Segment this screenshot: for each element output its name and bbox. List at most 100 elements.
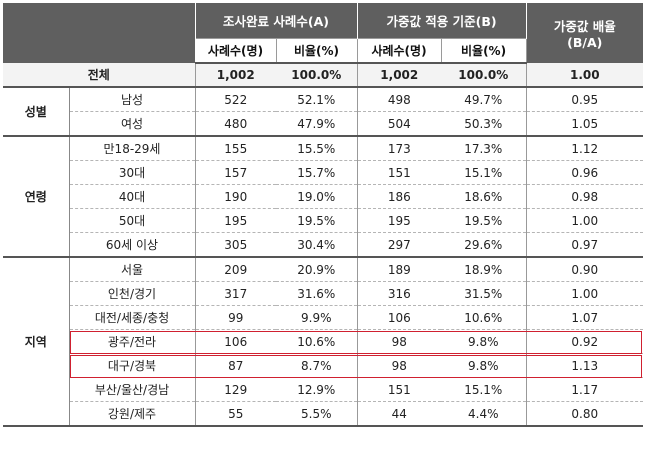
weight-pct: 15.1% bbox=[441, 160, 527, 185]
survey-cases: 157 bbox=[194, 160, 276, 185]
weight-pct: 50.3% bbox=[441, 111, 527, 137]
weight-pct: 4.4% bbox=[441, 401, 527, 427]
weight-cases: 195 bbox=[356, 208, 442, 233]
weight-cases: 316 bbox=[356, 281, 442, 306]
weight-ratio: 0.95 bbox=[525, 87, 644, 112]
table-row: 대구/경북 87 8.7% 98 9.8% 1.13 bbox=[3, 353, 644, 378]
table-row: 연령 만18-29세 155 15.5% 173 17.3% 1.12 bbox=[3, 136, 644, 258]
weight-ratio: 1.13 bbox=[525, 353, 644, 378]
weight-cases: 498 bbox=[356, 87, 442, 112]
survey-cases: 317 bbox=[194, 281, 276, 306]
row-label: 60세 이상 bbox=[69, 232, 195, 258]
weight-cases: 297 bbox=[356, 232, 442, 258]
total-label: 전체 bbox=[3, 63, 195, 88]
survey-cases: 522 bbox=[194, 87, 276, 112]
group-label: 연령 bbox=[3, 136, 70, 258]
survey-cases: 106 bbox=[194, 329, 276, 354]
survey-cases: 195 bbox=[194, 208, 276, 233]
table-row: 60세 이상 305 30.4% 297 29.6% 0.97 bbox=[3, 232, 644, 258]
row-label: 대구/경북 bbox=[69, 353, 195, 378]
weight-ratio: 1.00 bbox=[525, 208, 644, 233]
total-weight-pct: 100.0% bbox=[441, 63, 527, 88]
weight-pct: 31.5% bbox=[441, 281, 527, 306]
weight-cases: 173 bbox=[356, 136, 442, 161]
survey-pct: 15.5% bbox=[276, 136, 358, 161]
weight-pct: 49.7% bbox=[441, 87, 527, 112]
weight-pct: 9.8% bbox=[441, 353, 527, 378]
weight-cases-header: 사례수(명) bbox=[356, 38, 442, 64]
weight-ratio: 1.00 bbox=[525, 281, 644, 306]
weight-pct: 19.5% bbox=[441, 208, 527, 233]
table-row: 지역 서울 209 20.9% 189 18.9% 0.90 bbox=[3, 257, 644, 427]
weight-cases: 151 bbox=[356, 377, 442, 402]
weight-pct: 18.9% bbox=[441, 257, 527, 282]
survey-cases: 155 bbox=[194, 136, 276, 161]
survey-cases: 209 bbox=[194, 257, 276, 282]
ratio-header: 가중값 배율 (B/A) bbox=[526, 3, 644, 63]
row-label: 강원/제주 bbox=[69, 401, 195, 427]
weight-cases: 106 bbox=[356, 305, 442, 330]
row-label: 인천/경기 bbox=[69, 281, 195, 306]
survey-cases-header: 사례수(명) bbox=[194, 38, 277, 64]
weight-pct-header: 비율(%) bbox=[440, 38, 527, 64]
row-label: 50대 bbox=[69, 208, 195, 233]
table-row: 여성 480 47.9% 504 50.3% 1.05 bbox=[3, 111, 644, 137]
row-label: 만18-29세 bbox=[69, 136, 195, 161]
row-label: 30대 bbox=[69, 160, 195, 185]
weight-cases: 186 bbox=[356, 184, 442, 209]
table-row: 인천/경기 317 31.6% 316 31.5% 1.00 bbox=[3, 281, 644, 306]
survey-pct: 19.0% bbox=[276, 184, 358, 209]
table-row: 대전/세종/충청 99 9.9% 106 10.6% 1.07 bbox=[3, 305, 644, 330]
survey-cases: 480 bbox=[194, 111, 276, 137]
group-label: 성별 bbox=[3, 87, 70, 137]
survey-pct: 19.5% bbox=[276, 208, 358, 233]
survey-pct: 12.9% bbox=[276, 377, 358, 402]
weight-pct: 29.6% bbox=[441, 232, 527, 258]
row-label: 40대 bbox=[69, 184, 195, 209]
weight-ratio: 0.96 bbox=[525, 160, 644, 185]
row-label: 남성 bbox=[69, 87, 195, 112]
ratio-header-formula: (B/A) bbox=[567, 35, 603, 50]
weight-ratio: 0.98 bbox=[525, 184, 644, 209]
survey-cases: 99 bbox=[194, 305, 276, 330]
survey-cases: 190 bbox=[194, 184, 276, 209]
weight-ratio: 1.05 bbox=[525, 111, 644, 137]
row-label: 대전/세종/충청 bbox=[69, 305, 195, 330]
total-survey-pct: 100.0% bbox=[276, 63, 358, 88]
survey-pct: 52.1% bbox=[276, 87, 358, 112]
survey-pct: 20.9% bbox=[276, 257, 358, 282]
weight-pct: 9.8% bbox=[441, 329, 527, 354]
corner-header bbox=[3, 3, 196, 63]
weight-cases: 98 bbox=[356, 329, 442, 354]
table-row: 강원/제주 55 5.5% 44 4.4% 0.80 bbox=[3, 401, 644, 427]
survey-cases: 55 bbox=[194, 401, 276, 427]
survey-pct: 10.6% bbox=[276, 329, 358, 354]
weight-ratio: 0.92 bbox=[525, 329, 644, 354]
weight-cases: 189 bbox=[356, 257, 442, 282]
table-row: 성별 남성 522 52.1% 498 49.7% 0.95 bbox=[3, 87, 644, 137]
survey-pct: 47.9% bbox=[276, 111, 358, 137]
total-survey-cases: 1,002 bbox=[194, 63, 276, 88]
weight-pct: 10.6% bbox=[441, 305, 527, 330]
weight-cases: 504 bbox=[356, 111, 442, 137]
survey-pct: 31.6% bbox=[276, 281, 358, 306]
group-label: 지역 bbox=[3, 257, 70, 427]
survey-pct: 8.7% bbox=[276, 353, 358, 378]
survey-pct-header: 비율(%) bbox=[275, 38, 358, 64]
total-weight-cases: 1,002 bbox=[356, 63, 442, 88]
ratio-header-title: 가중값 배율 bbox=[553, 19, 616, 34]
row-label: 서울 bbox=[69, 257, 195, 282]
row-label: 부산/울산/경남 bbox=[69, 377, 195, 402]
weight-header: 가중값 적용 기준(B) bbox=[357, 3, 527, 39]
table-row: 40대 190 19.0% 186 18.6% 0.98 bbox=[3, 184, 644, 209]
weight-pct: 17.3% bbox=[441, 136, 527, 161]
survey-pct: 5.5% bbox=[276, 401, 358, 427]
weight-ratio: 1.12 bbox=[525, 136, 644, 161]
weight-cases: 98 bbox=[356, 353, 442, 378]
weight-ratio: 0.80 bbox=[525, 401, 644, 427]
weight-ratio: 1.17 bbox=[525, 377, 644, 402]
table-row: 광주/전라 106 10.6% 98 9.8% 0.92 bbox=[3, 329, 644, 354]
survey-pct: 15.7% bbox=[276, 160, 358, 185]
table-row: 부산/울산/경남 129 12.9% 151 15.1% 1.17 bbox=[3, 377, 644, 402]
